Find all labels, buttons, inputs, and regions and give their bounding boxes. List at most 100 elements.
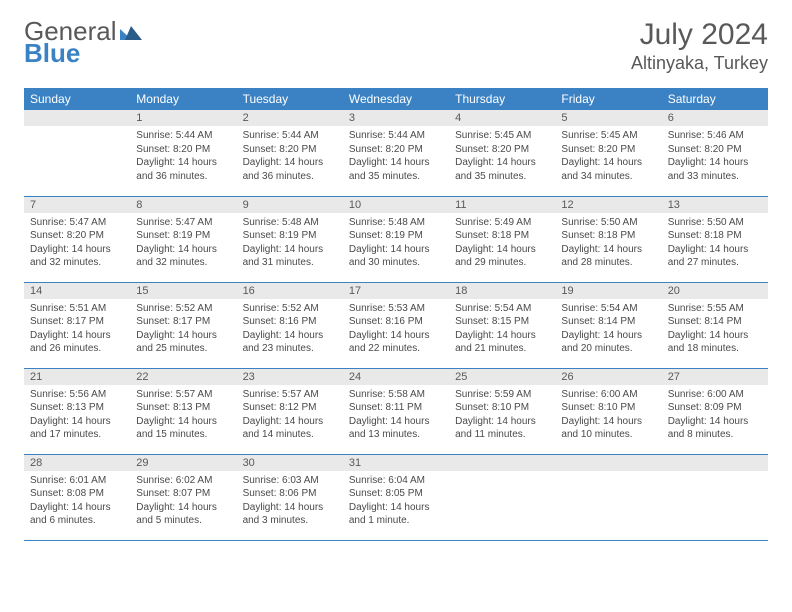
calendar-day-cell: 15Sunrise: 5:52 AMSunset: 8:17 PMDayligh… [130,282,236,368]
daylight-text: Daylight: 14 hours [136,329,230,343]
day-number: 15 [130,283,236,299]
sunrise-text: Sunrise: 5:44 AM [349,129,443,143]
calendar-day-cell: 13Sunrise: 5:50 AMSunset: 8:18 PMDayligh… [662,196,768,282]
calendar-day-cell: 19Sunrise: 5:54 AMSunset: 8:14 PMDayligh… [555,282,661,368]
sunrise-text: Sunrise: 6:00 AM [561,388,655,402]
sunrise-text: Sunrise: 5:45 AM [455,129,549,143]
sunrise-text: Sunrise: 5:55 AM [668,302,762,316]
day-details: Sunrise: 5:49 AMSunset: 8:18 PMDaylight:… [449,213,555,274]
sunset-text: Sunset: 8:08 PM [30,487,124,501]
daylight-text: Daylight: 14 hours [561,243,655,257]
weekday-header: Wednesday [343,88,449,110]
calendar-day-cell: 30Sunrise: 6:03 AMSunset: 8:06 PMDayligh… [237,454,343,540]
daylight-text: Daylight: 14 hours [136,243,230,257]
calendar-day-cell: 7Sunrise: 5:47 AMSunset: 8:20 PMDaylight… [24,196,130,282]
day-details: Sunrise: 5:50 AMSunset: 8:18 PMDaylight:… [555,213,661,274]
daylight-text: Daylight: 14 hours [243,329,337,343]
sunrise-text: Sunrise: 5:47 AM [136,216,230,230]
sunset-text: Sunset: 8:09 PM [668,401,762,415]
daylight-text: Daylight: 14 hours [30,415,124,429]
day-details: Sunrise: 5:52 AMSunset: 8:16 PMDaylight:… [237,299,343,360]
calendar-day-cell: 18Sunrise: 5:54 AMSunset: 8:15 PMDayligh… [449,282,555,368]
calendar-week-row: 21Sunrise: 5:56 AMSunset: 8:13 PMDayligh… [24,368,768,454]
daylight-text: Daylight: 14 hours [136,501,230,515]
daylight-text: and 31 minutes. [243,256,337,270]
day-number: 27 [662,369,768,385]
sunrise-text: Sunrise: 5:50 AM [561,216,655,230]
day-details: Sunrise: 5:59 AMSunset: 8:10 PMDaylight:… [449,385,555,446]
sunrise-text: Sunrise: 6:01 AM [30,474,124,488]
daylight-text: Daylight: 14 hours [455,329,549,343]
sunrise-text: Sunrise: 5:48 AM [243,216,337,230]
calendar-day-cell: 10Sunrise: 5:48 AMSunset: 8:19 PMDayligh… [343,196,449,282]
sunrise-text: Sunrise: 5:52 AM [243,302,337,316]
sunrise-text: Sunrise: 5:56 AM [30,388,124,402]
calendar-day-cell: 27Sunrise: 6:00 AMSunset: 8:09 PMDayligh… [662,368,768,454]
daylight-text: and 15 minutes. [136,428,230,442]
calendar-day-cell: 4Sunrise: 5:45 AMSunset: 8:20 PMDaylight… [449,110,555,196]
daylight-text: Daylight: 14 hours [30,243,124,257]
daylight-text: Daylight: 14 hours [561,329,655,343]
daylight-text: Daylight: 14 hours [243,156,337,170]
day-number: 8 [130,197,236,213]
sunrise-text: Sunrise: 5:57 AM [136,388,230,402]
day-number: 4 [449,110,555,126]
day-number: 18 [449,283,555,299]
day-number-empty [662,455,768,471]
day-number: 6 [662,110,768,126]
weekday-header: Thursday [449,88,555,110]
day-details: Sunrise: 6:00 AMSunset: 8:10 PMDaylight:… [555,385,661,446]
daylight-text: Daylight: 14 hours [349,243,443,257]
day-details: Sunrise: 6:04 AMSunset: 8:05 PMDaylight:… [343,471,449,532]
daylight-text: and 10 minutes. [561,428,655,442]
daylight-text: Daylight: 14 hours [349,415,443,429]
sunset-text: Sunset: 8:20 PM [136,143,230,157]
daylight-text: and 32 minutes. [30,256,124,270]
day-number: 23 [237,369,343,385]
daylight-text: Daylight: 14 hours [30,329,124,343]
day-number: 14 [24,283,130,299]
day-details: Sunrise: 5:44 AMSunset: 8:20 PMDaylight:… [343,126,449,187]
weekday-header: Friday [555,88,661,110]
day-number: 30 [237,455,343,471]
sunset-text: Sunset: 8:15 PM [455,315,549,329]
calendar-day-cell: 29Sunrise: 6:02 AMSunset: 8:07 PMDayligh… [130,454,236,540]
daylight-text: Daylight: 14 hours [668,243,762,257]
day-number-empty [449,455,555,471]
day-details: Sunrise: 5:45 AMSunset: 8:20 PMDaylight:… [555,126,661,187]
daylight-text: and 35 minutes. [349,170,443,184]
sunset-text: Sunset: 8:20 PM [455,143,549,157]
brand-logo: GeneralBlue [24,18,142,66]
calendar-day-cell: 14Sunrise: 5:51 AMSunset: 8:17 PMDayligh… [24,282,130,368]
day-details: Sunrise: 5:54 AMSunset: 8:15 PMDaylight:… [449,299,555,360]
calendar-day-cell: 28Sunrise: 6:01 AMSunset: 8:08 PMDayligh… [24,454,130,540]
day-details: Sunrise: 5:55 AMSunset: 8:14 PMDaylight:… [662,299,768,360]
day-number: 20 [662,283,768,299]
sunset-text: Sunset: 8:07 PM [136,487,230,501]
day-number: 5 [555,110,661,126]
day-number: 13 [662,197,768,213]
sunset-text: Sunset: 8:19 PM [136,229,230,243]
daylight-text: and 5 minutes. [136,514,230,528]
sunset-text: Sunset: 8:13 PM [30,401,124,415]
day-details: Sunrise: 5:48 AMSunset: 8:19 PMDaylight:… [237,213,343,274]
daylight-text: and 11 minutes. [455,428,549,442]
sunrise-text: Sunrise: 5:52 AM [136,302,230,316]
day-details: Sunrise: 5:50 AMSunset: 8:18 PMDaylight:… [662,213,768,274]
day-number-empty [24,110,130,126]
sunset-text: Sunset: 8:18 PM [455,229,549,243]
day-number: 17 [343,283,449,299]
daylight-text: Daylight: 14 hours [30,501,124,515]
day-details: Sunrise: 5:44 AMSunset: 8:20 PMDaylight:… [130,126,236,187]
sunset-text: Sunset: 8:14 PM [668,315,762,329]
daylight-text: Daylight: 14 hours [243,243,337,257]
daylight-text: and 33 minutes. [668,170,762,184]
sunrise-text: Sunrise: 5:45 AM [561,129,655,143]
sunset-text: Sunset: 8:16 PM [243,315,337,329]
daylight-text: and 17 minutes. [30,428,124,442]
day-number: 9 [237,197,343,213]
sunset-text: Sunset: 8:11 PM [349,401,443,415]
day-number: 7 [24,197,130,213]
daylight-text: and 36 minutes. [136,170,230,184]
daylight-text: Daylight: 14 hours [349,156,443,170]
